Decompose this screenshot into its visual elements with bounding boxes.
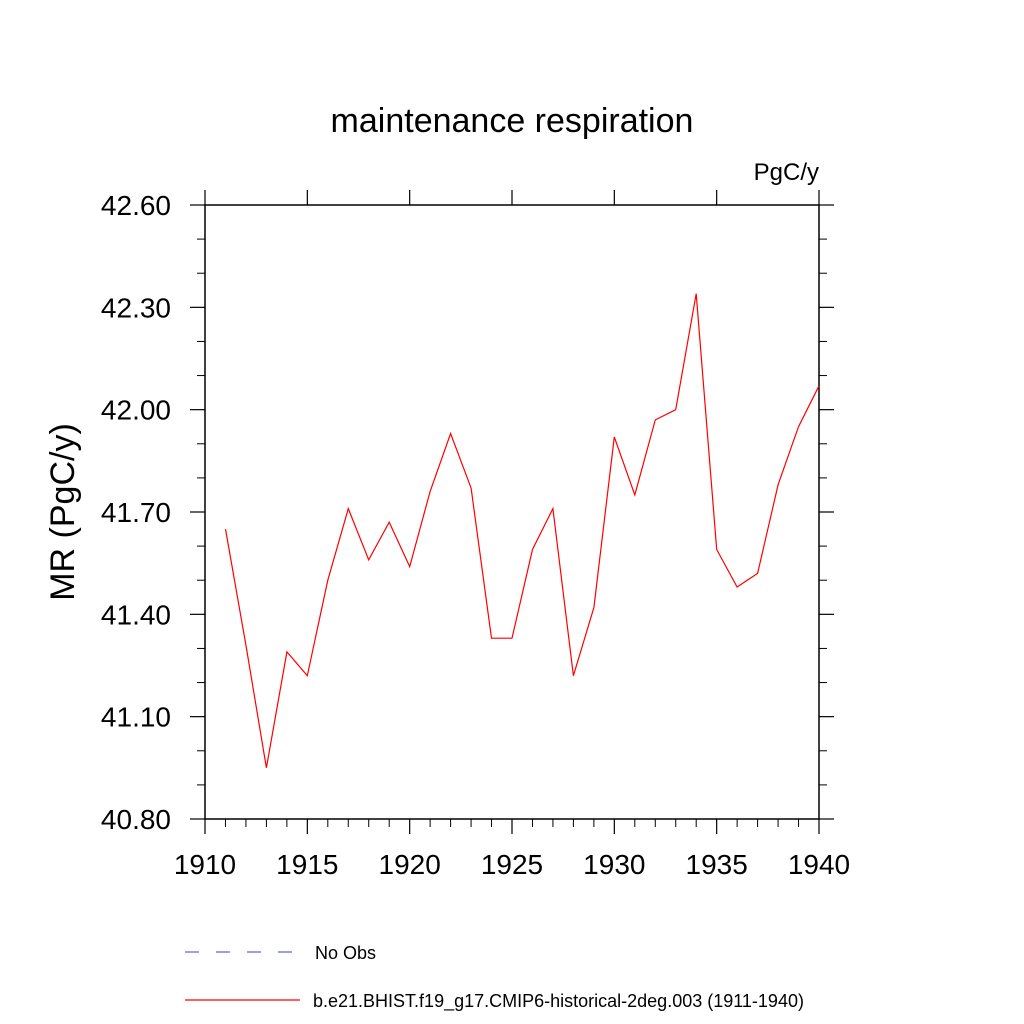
chart-title: maintenance respiration — [331, 102, 694, 140]
plot-frame — [204, 204, 820, 820]
axis-ticks — [190, 190, 834, 834]
y-tick-label: 41.40 — [101, 599, 171, 630]
y-tick-label: 42.30 — [101, 292, 171, 323]
y-tick-label: 41.70 — [101, 497, 171, 528]
legend-label: b.e21.BHIST.f19_g17.CMIP6-historical-2de… — [313, 991, 804, 1012]
units-label: PgC/y — [754, 159, 819, 186]
x-tick-label: 1915 — [276, 849, 338, 880]
y-axis-title: MR (PgC/y) — [44, 423, 82, 601]
legend-label: No Obs — [315, 943, 376, 963]
y-tick-label: 42.60 — [101, 190, 171, 221]
y-tick-label: 41.10 — [101, 702, 171, 733]
x-tick-label: 1930 — [583, 849, 645, 880]
tick-labels: 1910 1915 1920 1925 1930 1935 1940 40.80 41.10 41… — [101, 190, 850, 880]
y-tick-label: 42.00 — [101, 395, 171, 426]
series-layer — [224, 293, 820, 768]
x-tick-label: 1940 — [788, 849, 850, 880]
x-tick-label: 1925 — [481, 849, 543, 880]
x-tick-label: 1910 — [174, 849, 236, 880]
legend: No Obs b.e21.BHIST.f19_g17.CMIP6-historic… — [185, 943, 804, 1012]
y-tick-label: 40.80 — [101, 804, 171, 835]
series-line — [224, 293, 820, 768]
x-tick-label: 1920 — [379, 849, 441, 880]
x-tick-label: 1935 — [686, 849, 748, 880]
